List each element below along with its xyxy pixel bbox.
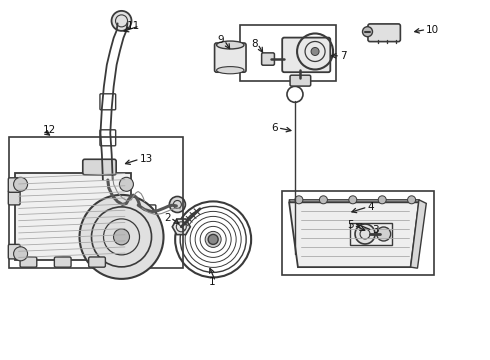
Circle shape <box>14 247 27 261</box>
Text: 13: 13 <box>140 154 153 164</box>
Text: 11: 11 <box>126 21 140 31</box>
Circle shape <box>208 234 218 244</box>
Polygon shape <box>411 200 426 268</box>
FancyBboxPatch shape <box>8 244 20 259</box>
FancyBboxPatch shape <box>54 257 71 267</box>
FancyBboxPatch shape <box>282 37 330 72</box>
FancyBboxPatch shape <box>8 178 20 192</box>
Circle shape <box>378 196 386 204</box>
Text: 1: 1 <box>209 276 216 287</box>
Circle shape <box>349 196 357 204</box>
Text: 2: 2 <box>164 213 171 223</box>
Polygon shape <box>172 219 190 235</box>
Circle shape <box>120 177 133 191</box>
Bar <box>282 191 434 275</box>
Polygon shape <box>289 202 419 267</box>
Circle shape <box>408 196 416 204</box>
Circle shape <box>14 177 27 191</box>
Circle shape <box>79 195 164 279</box>
Text: 8: 8 <box>251 39 258 49</box>
Circle shape <box>170 197 185 212</box>
Ellipse shape <box>217 41 244 49</box>
FancyBboxPatch shape <box>83 159 116 175</box>
Circle shape <box>112 11 131 31</box>
FancyBboxPatch shape <box>20 257 37 267</box>
Text: 12: 12 <box>43 125 56 135</box>
Text: 9: 9 <box>218 35 224 45</box>
Circle shape <box>205 231 221 247</box>
Text: 5: 5 <box>347 220 354 230</box>
Text: 3: 3 <box>372 225 379 235</box>
FancyBboxPatch shape <box>290 75 311 86</box>
Bar <box>240 25 336 81</box>
Circle shape <box>311 48 319 55</box>
Text: 4: 4 <box>368 202 374 212</box>
Text: 7: 7 <box>340 51 347 61</box>
Ellipse shape <box>217 67 244 74</box>
FancyBboxPatch shape <box>368 24 400 42</box>
Circle shape <box>295 196 303 204</box>
FancyBboxPatch shape <box>89 257 105 267</box>
Circle shape <box>319 196 327 204</box>
Polygon shape <box>289 200 420 202</box>
Circle shape <box>114 229 129 245</box>
FancyBboxPatch shape <box>8 190 20 205</box>
Bar <box>9 137 183 268</box>
Bar <box>350 223 392 245</box>
Circle shape <box>363 27 372 37</box>
Text: 10: 10 <box>426 24 440 35</box>
Circle shape <box>355 224 375 244</box>
Text: 6: 6 <box>271 123 278 133</box>
Circle shape <box>377 227 391 241</box>
Polygon shape <box>15 173 131 260</box>
FancyBboxPatch shape <box>215 43 246 72</box>
FancyBboxPatch shape <box>262 53 274 65</box>
